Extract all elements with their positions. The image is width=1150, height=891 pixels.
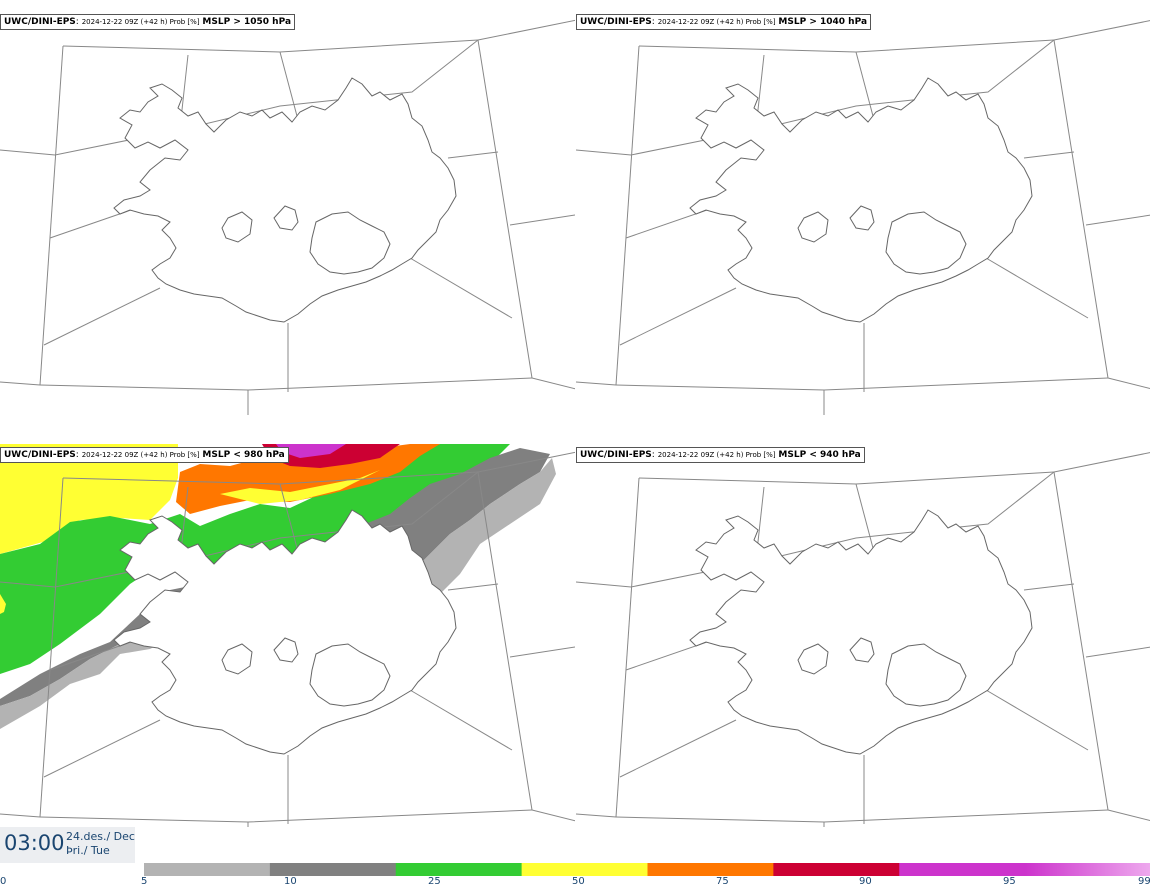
colorbar-tick-label: 25	[428, 876, 441, 887]
colorbar-segment	[395, 863, 523, 876]
map-canvas	[0, 444, 575, 827]
colorbar-segment	[144, 863, 271, 876]
colorbar-tick-label: 99	[1138, 876, 1150, 887]
valid-date: 24.des./ Dec Þri./ Tue	[66, 830, 135, 858]
colorbar-tick-label: 95	[1003, 876, 1016, 887]
map-panel-mslp-gt-1040: UWC/DINI-EPS: 2024-12-22 09Z (+42 h) Pro…	[576, 0, 1150, 415]
panel-title: UWC/DINI-EPS: 2024-12-22 09Z (+42 h) Pro…	[576, 14, 872, 30]
colorbar-tick-label: 90	[859, 876, 872, 887]
colorbar-tick-label: 0	[0, 876, 7, 887]
valid-date-line2: Þri./ Tue	[66, 844, 110, 857]
colorbar-tick-label: 10	[284, 876, 297, 887]
map-canvas	[576, 451, 1150, 827]
colorbar-segment	[773, 863, 900, 876]
valid-time-box: 03:00 24.des./ Dec Þri./ Tue	[0, 827, 135, 863]
map-canvas	[576, 19, 1150, 415]
panel-title: UWC/DINI-EPS: 2024-12-22 09Z (+42 h) Pro…	[576, 447, 865, 463]
map-panel-mslp-gt-1050: UWC/DINI-EPS: 2024-12-22 09Z (+42 h) Pro…	[0, 0, 575, 415]
colorbar-tick-label: 5	[141, 876, 148, 887]
valid-date-line1: 24.des./ Dec	[66, 830, 135, 843]
colorbar-segment	[521, 863, 648, 876]
colorbar-segment	[269, 863, 397, 876]
map-panel-mslp-lt-980: UWC/DINI-EPS: 2024-12-22 09Z (+42 h) Pro…	[0, 444, 575, 827]
panel-title: UWC/DINI-EPS: 2024-12-22 09Z (+42 h) Pro…	[0, 447, 289, 463]
colorbar-tick-label: 50	[572, 876, 585, 887]
colorbar	[144, 863, 1150, 876]
map-canvas	[0, 19, 575, 415]
panel-title: UWC/DINI-EPS: 2024-12-22 09Z (+42 h) Pro…	[0, 14, 296, 30]
colorbar-segment	[1025, 863, 1150, 876]
colorbar-segment	[647, 863, 774, 876]
valid-time: 03:00	[4, 831, 65, 855]
map-panel-mslp-lt-940: UWC/DINI-EPS: 2024-12-22 09Z (+42 h) Pro…	[576, 444, 1150, 827]
colorbar-tick-label: 75	[716, 876, 729, 887]
colorbar-segment	[899, 863, 1026, 876]
